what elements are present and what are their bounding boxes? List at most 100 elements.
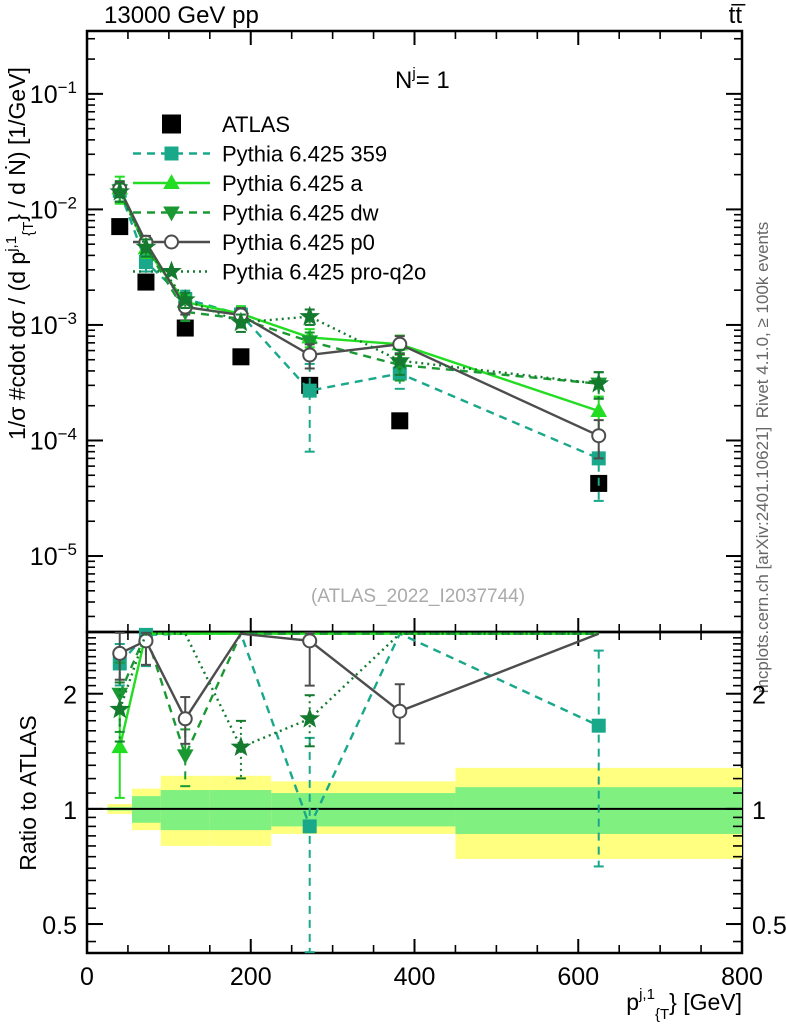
legend-label: Pythia 6.425 359 [222, 142, 387, 167]
ratio-x-tick-label: 200 [230, 963, 272, 991]
ratio-y-tick-label: 0.5 [42, 912, 77, 940]
header-process-label: tt̅ [729, 2, 746, 29]
ratio-y-tick-label-right: 0.5 [752, 912, 786, 940]
phase-space-sup: j [411, 65, 415, 82]
ratio-series-marker [299, 707, 321, 728]
ratio-x-tick-label: 600 [557, 963, 599, 991]
ratio-series-marker [112, 645, 128, 661]
ylabel-sup: j,1 [3, 236, 20, 253]
xlabel-sub: {T [655, 1006, 669, 1023]
legend-label: Pythia 6.425 dw [222, 201, 379, 226]
main-y-tick-label: 10−5 [30, 540, 77, 571]
ratio-data-series-group [109, 627, 606, 954]
phase-space-eq: = 1 [416, 67, 450, 94]
ratio-x-tick-group: 0 200 400 600 800 [80, 632, 763, 991]
legend-marker [161, 260, 182, 281]
ratio-x-tick-label: 400 [394, 963, 436, 991]
series-marker [590, 402, 608, 418]
series-marker [301, 335, 319, 351]
ratio-y-tick-label-right: 1 [752, 797, 766, 825]
main-y-tick-label: 10−4 [30, 424, 77, 455]
analysis-watermark: (ATLAS_2022_I2037744) [311, 586, 525, 607]
ratio-band-inner [160, 790, 210, 831]
ratio-panel: 2 21 10.5 0.5 0 200 400 600 800 Ratio to ATLAS … [15, 627, 786, 1023]
phase-space-base: N [395, 67, 412, 94]
header-beam-label: 13000 GeV pp [104, 2, 259, 29]
main-x-tick-group [86, 31, 743, 632]
legend-item[interactable]: ATLAS [162, 112, 291, 137]
ylabel-sub: {T [20, 222, 37, 236]
ratio-band-inner [209, 790, 272, 831]
series-marker [591, 428, 607, 444]
main-y-minor-tick-group [87, 37, 742, 618]
legend-label: ATLAS [222, 112, 290, 137]
ratio-y-minor-tick-group [87, 637, 742, 943]
ratio-x-tick-label: 0 [80, 963, 94, 991]
series-marker [389, 349, 411, 370]
main-y-tick-label: 10−1 [30, 78, 77, 109]
rivet-version-label: Rivet 4.1.0, ≥ 100k events [753, 222, 772, 418]
xlabel-rest: } [GeV] [669, 989, 742, 1015]
legend-marker [164, 234, 179, 250]
series-marker [137, 273, 155, 291]
svg-text:1/σ #cdot dσ / (d pj,1{T} / d: 1/σ #cdot dσ / (d pj,1{T} / d Ṅ) [1/GeV… [3, 67, 37, 440]
series-marker [135, 236, 157, 257]
legend-marker [163, 206, 180, 222]
series-marker [230, 311, 252, 332]
ylabel-part1: 1/σ #cdot dσ / (d p [4, 252, 30, 440]
ratio-series-marker [111, 738, 129, 754]
series-marker [232, 348, 250, 366]
mcplots-source-label: mcplots.cern.ch [arXiv:2401.10621] [753, 427, 772, 693]
legend-label: Pythia 6.425 pro-q2o [222, 260, 426, 285]
ratio-y-tick-label: 2 [63, 682, 77, 710]
legend-marker [163, 174, 180, 190]
legend-label: Pythia 6.425 a [222, 171, 363, 196]
ratio-series-marker [177, 711, 193, 727]
ratio-series-marker [392, 703, 408, 719]
legend-item[interactable]: Pythia 6.425 dw [133, 201, 379, 226]
main-panel: 1/σ #cdot dσ / (d pj,1{T} / d Ṅ) [1/GeV… [3, 29, 744, 634]
ratio-series-marker [302, 819, 317, 834]
ratio-series-marker [591, 718, 606, 733]
ratio-uncertainty-bands [107, 767, 742, 859]
series-marker [111, 218, 129, 236]
series-marker [174, 288, 196, 309]
ratio-series-line [118, 632, 599, 748]
ratio-series-marker [109, 698, 131, 719]
ratio-series-line [118, 630, 599, 759]
main-data-series-group [109, 175, 610, 502]
series-marker [391, 412, 409, 430]
ratio-y-tick-label-right: 2 [752, 682, 766, 710]
legend-item[interactable]: Pythia 6.425 359 [133, 142, 387, 167]
ratio-series-marker [302, 633, 318, 649]
ratio-x-tick-label: 800 [721, 963, 763, 991]
series-marker [109, 180, 131, 201]
legend: ATLAS Pythia 6.425 359 Pythia 6.425 a Pythi… [133, 112, 426, 285]
main-y-tick-group: 10−1 10−2 10−3 10−4 10−5 [30, 78, 742, 571]
ratio-series-marker [176, 749, 194, 765]
legend-label: Pythia 6.425 p0 [222, 230, 375, 255]
legend-item[interactable]: Pythia 6.425 a [133, 171, 363, 196]
series-marker [588, 372, 610, 393]
series-marker [299, 305, 321, 326]
legend-item[interactable]: Pythia 6.425 p0 [133, 230, 375, 255]
series-marker [176, 319, 194, 337]
series-marker [302, 347, 318, 363]
main-y-tick-label: 10−3 [30, 309, 77, 340]
phase-space-label: Nj= 1 [395, 65, 450, 94]
ylabel-part2: } / d Ṅ) [1/GeV] [4, 67, 30, 222]
legend-marker [164, 146, 179, 161]
xlabel-p: p [626, 989, 639, 1015]
series-marker [302, 383, 317, 398]
ratio-series-line [118, 632, 599, 749]
ratio-y-axis-title: Ratio to ATLAS [15, 715, 41, 871]
ratio-y-tick-label: 1 [63, 797, 77, 825]
legend-item[interactable]: Pythia 6.425 pro-q2o [133, 260, 426, 285]
main-y-axis-title: 1/σ #cdot dσ / (d pj,1{T} / d Ṅ) [1/GeV… [3, 67, 37, 440]
xlabel-sup: j,1 [638, 986, 655, 1003]
main-y-tick-label: 10−2 [30, 193, 77, 224]
ratio-series-marker [230, 736, 252, 756]
legend-marker [162, 114, 181, 134]
